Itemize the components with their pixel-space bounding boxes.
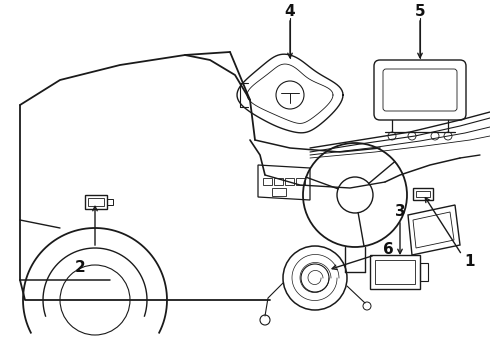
Bar xyxy=(88,198,104,206)
Bar xyxy=(285,178,294,185)
Bar xyxy=(107,199,113,205)
Text: 5: 5 xyxy=(415,4,425,19)
Bar xyxy=(296,178,305,185)
Bar xyxy=(370,255,420,289)
Bar xyxy=(375,260,415,284)
Bar xyxy=(413,188,433,200)
Bar xyxy=(420,263,428,281)
Bar xyxy=(272,188,286,196)
Text: 3: 3 xyxy=(394,204,405,220)
Bar xyxy=(274,178,283,185)
Bar xyxy=(416,191,430,197)
Bar xyxy=(85,195,107,209)
Text: 6: 6 xyxy=(383,243,393,257)
Text: 2: 2 xyxy=(74,261,85,275)
Text: 4: 4 xyxy=(285,4,295,19)
Bar xyxy=(263,178,272,185)
Text: 1: 1 xyxy=(465,255,475,270)
